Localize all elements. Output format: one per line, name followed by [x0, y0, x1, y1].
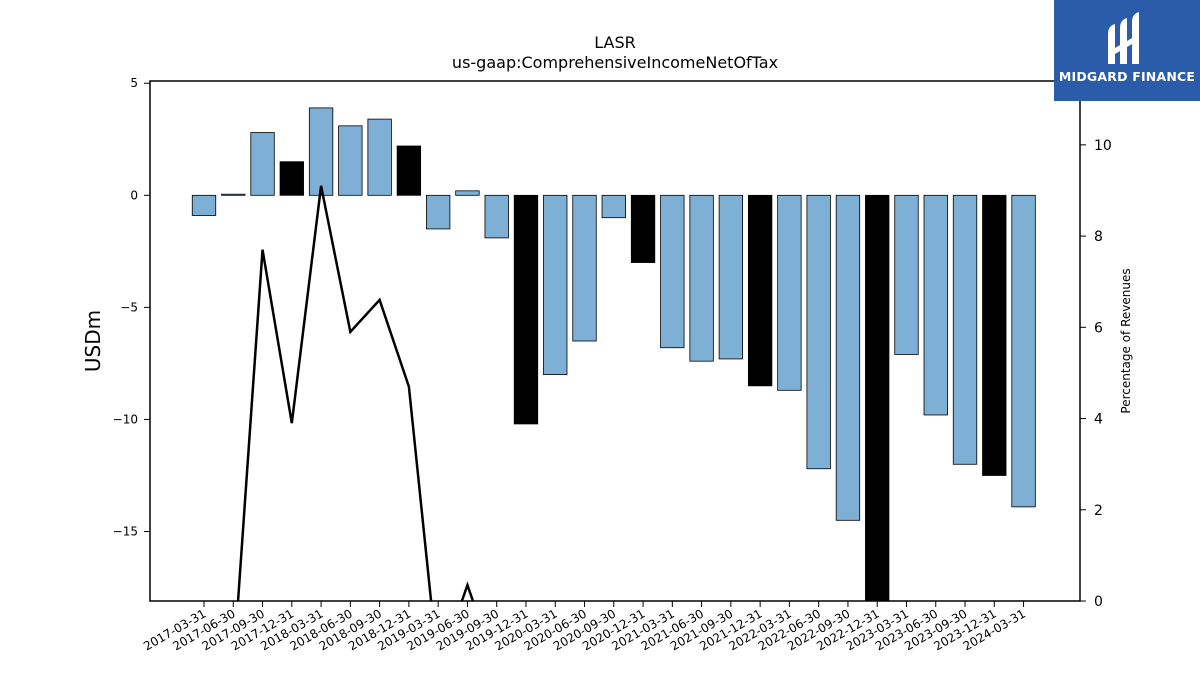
- bar-2020-06-30: [572, 194, 597, 342]
- chart-title: LASR: [594, 33, 636, 52]
- bar-2017-06-30: [221, 193, 246, 196]
- bar-2022-09-30: [835, 194, 861, 521]
- bar-2018-09-30: [367, 118, 392, 196]
- x-axis-ticks: 2017-03-312017-06-302017-09-302017-12-31…: [141, 601, 1028, 653]
- bar-2023-12-31: [982, 194, 1007, 476]
- revenue-percentage-line: [236, 185, 475, 601]
- bar-2022-06-30: [806, 194, 831, 470]
- bar-2021-09-30: [718, 194, 744, 360]
- bar-2019-12-31: [513, 194, 539, 425]
- y2-tick-label: 10: [1094, 138, 1112, 154]
- bar-2018-06-30: [338, 125, 363, 196]
- y2-axis-label: Percentage of Revenues: [1119, 268, 1133, 413]
- y2-tick-label: 2: [1094, 503, 1103, 519]
- bar-2023-09-30: [952, 194, 978, 465]
- bar-2017-03-31: [191, 194, 217, 216]
- bar-2021-03-31: [660, 194, 685, 349]
- y-tick-label: −15: [113, 525, 138, 539]
- bar-2024-03-31: [1011, 194, 1036, 508]
- bar-2022-03-31: [777, 194, 802, 391]
- bar-2017-09-30: [250, 132, 275, 196]
- y-tick-label: −5: [120, 300, 138, 314]
- y2-tick-label: 0: [1094, 594, 1103, 610]
- y-axis-ticks: 5 0 −5 −10 −15: [113, 76, 150, 539]
- y-tick-label: −10: [113, 412, 138, 426]
- y2-tick-label: 4: [1094, 412, 1103, 428]
- bar-2020-09-30: [601, 194, 626, 219]
- midgard-finance-logo: MIDGARD FINANCE: [1054, 0, 1200, 101]
- y2-tick-label: 6: [1094, 320, 1103, 336]
- chart-subtitle: us-gaap:ComprehensiveIncomeNetOfTax: [452, 53, 778, 72]
- y-axis-label: USDm: [81, 310, 105, 372]
- line-layer: [236, 185, 475, 601]
- midgard-logo-mark-icon: [1108, 12, 1139, 64]
- bar-2019-06-30: [455, 190, 480, 196]
- y-tick-label: 5: [130, 76, 138, 90]
- bar-2022-12-31: [865, 194, 890, 601]
- bar-2018-12-31: [396, 145, 422, 196]
- plot-frame: [149, 80, 1081, 602]
- y-tick-label: 0: [130, 188, 138, 202]
- bar-2020-03-31: [543, 194, 568, 376]
- bar-2020-12-31: [630, 194, 656, 263]
- brand-name: MIDGARD FINANCE: [1058, 69, 1196, 84]
- y2-axis-ticks: 0 2 4 6 8 10: [1080, 138, 1112, 610]
- bar-2021-06-30: [689, 194, 714, 362]
- bar-2017-12-31: [279, 161, 304, 196]
- y2-tick-label: 8: [1094, 229, 1103, 245]
- bars-group: [191, 107, 1036, 601]
- bar-2018-03-31: [308, 107, 334, 196]
- bar-2021-12-31: [747, 194, 773, 387]
- bar-2023-03-31: [894, 194, 919, 355]
- bar-2019-09-30: [484, 194, 509, 239]
- bar-2023-06-30: [923, 194, 948, 416]
- bar-2019-03-31: [426, 194, 451, 230]
